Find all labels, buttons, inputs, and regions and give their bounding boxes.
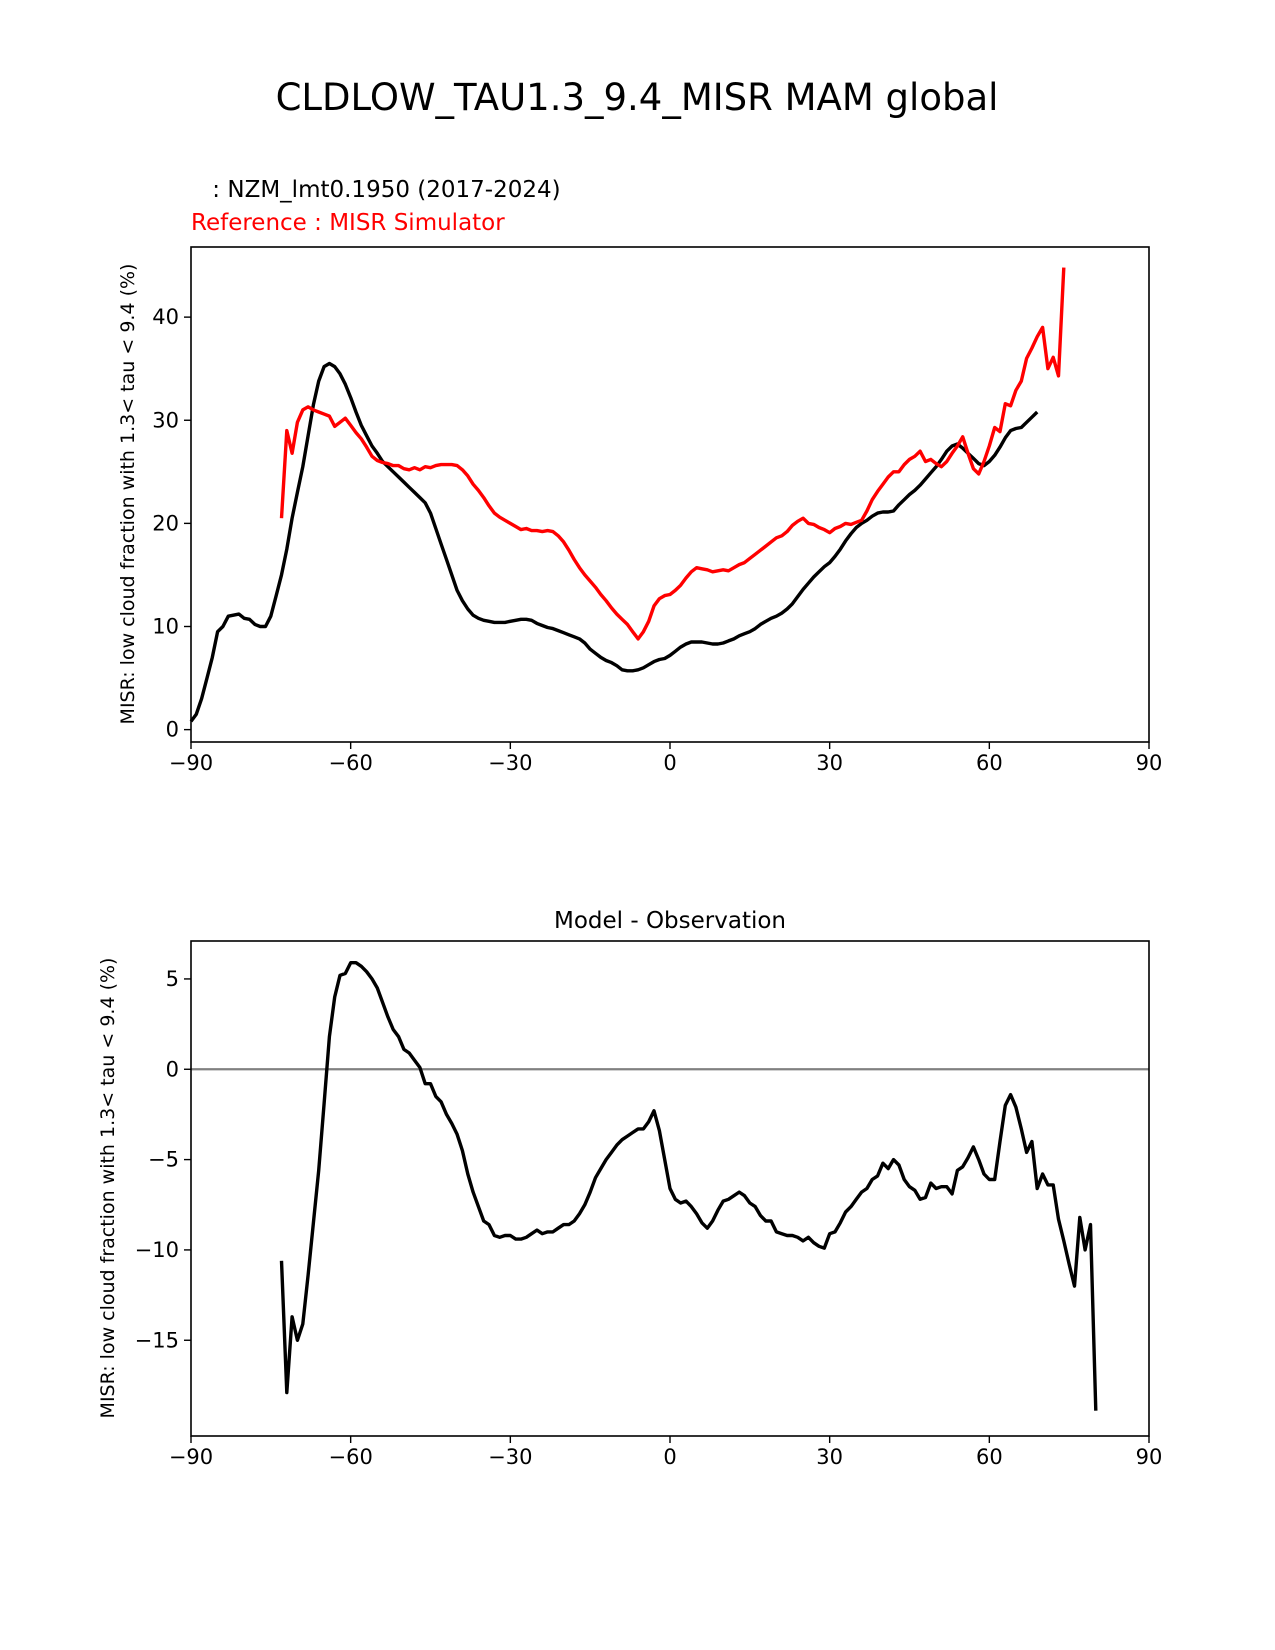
bottom-x-tick-label: 0 — [663, 1445, 676, 1469]
bottom-y-tick-label: 0 — [166, 1057, 179, 1081]
bottom-panel: Model - Observation MISR: low cloud frac… — [97, 908, 1162, 1469]
top-x-tick-label: 0 — [663, 751, 676, 775]
top-y-tick-label: 30 — [152, 408, 179, 432]
top-x-tick-label: 30 — [816, 751, 843, 775]
bottom-y-tick-label: −15 — [135, 1328, 179, 1352]
model-label: : NZM_lmt0.1950 (2017-2024) — [205, 177, 561, 203]
top-x-tick-label: 60 — [976, 751, 1003, 775]
top-axes-frame — [190, 246, 1150, 743]
top-x-tick-label: −90 — [169, 751, 213, 775]
top-y-axis-label: MISR: low cloud fraction with 1.3< tau <… — [117, 264, 139, 725]
top-series-line-1 — [279, 267, 1066, 641]
top-y-tick-label: 20 — [152, 511, 179, 535]
top-y-tick-label: 40 — [152, 305, 179, 329]
bottom-x-tick-label: −30 — [488, 1445, 532, 1469]
top-x-tick-label: 90 — [1136, 751, 1163, 775]
top-y-tick-label: 0 — [166, 718, 179, 742]
bottom-x-tick-label: 30 — [816, 1445, 843, 1469]
bottom-x-tick-label: 90 — [1136, 1445, 1163, 1469]
bottom-y-axis-label: MISR: low cloud fraction with 1.3< tau <… — [97, 958, 119, 1419]
bottom-y-tick-label: −10 — [135, 1238, 179, 1262]
bottom-title: Model - Observation — [554, 908, 786, 934]
bottom-x-tick-label: 60 — [976, 1445, 1003, 1469]
top-y-tick-label: 10 — [152, 615, 179, 639]
bottom-x-tick-label: −90 — [169, 1445, 213, 1469]
reference-label: Reference : MISR Simulator — [191, 210, 505, 236]
top-x-tick-label: −30 — [488, 751, 532, 775]
bottom-plot-area — [191, 961, 1149, 1411]
bottom-series-line-0 — [279, 961, 1098, 1411]
top-series-line-0 — [189, 361, 1039, 723]
top-x-tick-label: −60 — [329, 751, 373, 775]
top-panel: : NZM_lmt0.1950 (2017-2024) Reference : … — [117, 177, 1162, 775]
top-plot-area — [189, 267, 1066, 723]
bottom-y-tick-label: −5 — [148, 1148, 179, 1172]
figure-suptitle: CLDLOW_TAU1.3_9.4_MISR MAM global — [276, 76, 999, 119]
bottom-x-tick-label: −60 — [329, 1445, 373, 1469]
bottom-y-tick-label: 5 — [166, 967, 179, 991]
